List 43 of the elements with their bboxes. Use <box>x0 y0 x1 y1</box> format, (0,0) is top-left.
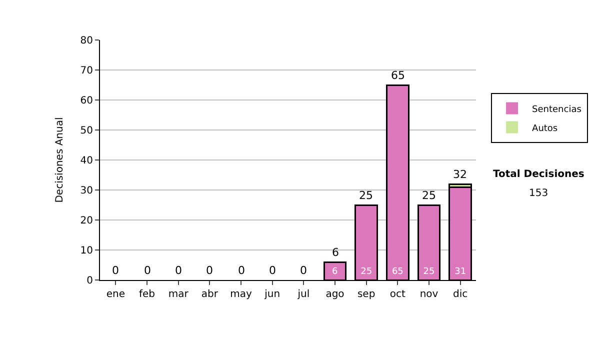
x-tick-label: oct <box>390 289 406 300</box>
x-tick-label: jul <box>296 289 310 300</box>
total-label: 0 <box>112 264 119 277</box>
x-tick-label: abr <box>201 289 219 300</box>
data-label: 25 <box>423 267 435 277</box>
total-label: 0 <box>238 264 245 277</box>
x-tick-label: nov <box>420 289 438 300</box>
y-tick-label: 0 <box>86 276 93 286</box>
total-label: 25 <box>359 189 373 202</box>
x-tick-label: jun <box>264 289 280 300</box>
text: Total Decisiones <box>493 169 584 180</box>
y-tick-label: 40 <box>80 156 93 166</box>
total-label: 32 <box>453 168 467 181</box>
data-label: 25 <box>360 267 372 277</box>
data-label: 6 <box>332 267 338 277</box>
y-tick-label: 50 <box>80 126 93 136</box>
legend-label: Sentencias <box>532 104 582 115</box>
total-label: 0 <box>300 264 307 277</box>
text: 153 <box>529 188 548 199</box>
total-label: 25 <box>422 189 436 202</box>
x-tick-label: dic <box>453 289 468 300</box>
legend-label: Autos <box>532 124 558 134</box>
total-label: 0 <box>206 264 213 277</box>
x-tick-label: ago <box>326 289 344 300</box>
y-tick-label: 60 <box>80 96 93 106</box>
x-tick-label: sep <box>357 289 376 300</box>
total-label: 0 <box>144 264 151 277</box>
total-label: 6 <box>332 246 339 259</box>
y-tick-label: 80 <box>80 36 93 46</box>
y-tick-label: 10 <box>80 246 93 256</box>
y-tick-label: 70 <box>80 66 93 76</box>
y-tick-label: 30 <box>80 186 93 196</box>
total-label: 0 <box>175 264 182 277</box>
total-label: 65 <box>391 69 405 82</box>
data-label: 31 <box>454 267 466 277</box>
data-label: 65 <box>392 267 404 277</box>
x-tick-label: feb <box>138 289 156 300</box>
x-tick-label: ene <box>106 289 125 300</box>
x-tick-label: may <box>230 289 252 300</box>
y-tick-label: 20 <box>80 216 93 226</box>
x-tick-label: mar <box>168 289 190 300</box>
total-label: 0 <box>269 264 276 277</box>
y-axis-title: Decisiones Anual <box>54 117 66 203</box>
